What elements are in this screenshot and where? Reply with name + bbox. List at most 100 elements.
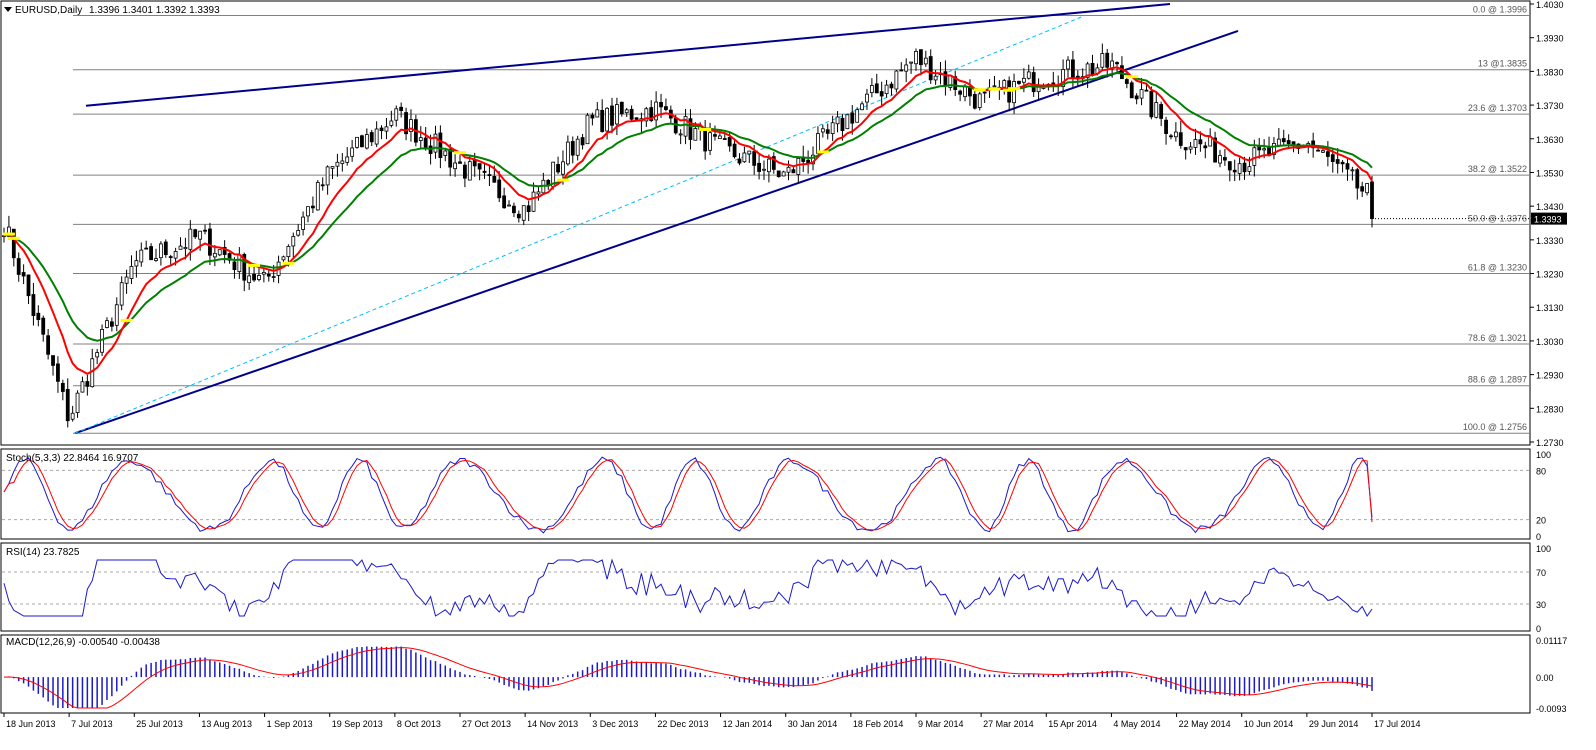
price-tick-label: 1.3130 <box>1536 303 1564 313</box>
candle-body <box>1262 148 1267 151</box>
candle-body <box>448 148 453 168</box>
candle-body <box>855 109 860 123</box>
candle-body <box>85 381 90 387</box>
candle-body <box>1183 147 1188 151</box>
candle-body <box>713 134 717 137</box>
candle-body <box>1286 140 1291 145</box>
candle-body <box>1031 72 1036 93</box>
candlesticks <box>2 43 1374 428</box>
moving-averages <box>2 66 1373 376</box>
candle-body <box>374 128 379 145</box>
axis-tick-label: 20 <box>1536 516 1546 526</box>
candle-body <box>1276 138 1281 146</box>
candle-body <box>958 90 963 95</box>
candle-body <box>266 273 271 277</box>
time-tick-label: 22 Dec 2013 <box>657 719 708 729</box>
candle-body <box>492 176 497 183</box>
candle-body <box>325 166 330 186</box>
candle-body <box>1129 82 1134 99</box>
time-tick-label: 18 Feb 2014 <box>853 719 904 729</box>
lower-trendline <box>74 30 1239 435</box>
time-tick-label: 18 Jun 2013 <box>6 719 56 729</box>
candle-body <box>159 243 163 259</box>
candle-body <box>1218 155 1222 164</box>
candle-body <box>330 166 335 169</box>
candle-body <box>443 150 448 156</box>
candle-body <box>70 412 75 420</box>
candle-body <box>615 104 619 125</box>
candle-body <box>619 101 624 115</box>
candle-body <box>992 85 997 88</box>
candle-body <box>904 64 909 72</box>
candle-body <box>1223 157 1227 161</box>
candle-body <box>816 133 820 154</box>
candle-body <box>1071 59 1075 79</box>
candle-body <box>1360 186 1365 192</box>
candle-body <box>1090 63 1095 75</box>
candle-body <box>433 133 438 153</box>
candle-body <box>1355 169 1360 189</box>
candle-body <box>119 282 124 306</box>
macd-panel-frame <box>0 634 1531 714</box>
candle-body <box>879 91 884 97</box>
candle-body <box>198 230 203 240</box>
candle-body <box>580 137 585 146</box>
price-tick-label: 1.3730 <box>1536 101 1564 111</box>
candle-body <box>585 114 590 145</box>
candle-body <box>453 162 457 170</box>
candle-body <box>742 152 747 163</box>
candle-body <box>1154 102 1159 118</box>
candle-body <box>1213 137 1217 163</box>
candle-body <box>212 252 217 258</box>
candle-body <box>654 101 659 121</box>
candle-body <box>291 236 296 247</box>
rsi-line <box>3 558 1373 617</box>
candle-body <box>757 162 761 172</box>
rsi-title: RSI(14) 23.7825 <box>6 547 80 558</box>
candle-body <box>11 228 16 259</box>
candle-body <box>458 161 462 164</box>
candle-body <box>7 226 11 237</box>
candle-body <box>889 83 894 89</box>
candle-body <box>1272 142 1276 155</box>
candle-body <box>977 93 982 108</box>
candle-body <box>139 249 144 263</box>
candle-body <box>796 158 801 175</box>
candle-body <box>168 256 173 258</box>
candle-body <box>301 216 305 230</box>
candle-body <box>874 83 879 94</box>
time-tick-label: 12 Jan 2014 <box>723 719 773 729</box>
candle-body <box>105 320 109 328</box>
candle-body <box>208 228 212 256</box>
candle-body <box>80 381 85 393</box>
candle-body <box>683 116 688 137</box>
candle-body <box>1198 139 1203 145</box>
candle-body <box>688 118 693 140</box>
candle-body <box>963 86 967 98</box>
candle-body <box>438 132 443 158</box>
candle-body <box>193 229 198 238</box>
stochastic-panel: 100 80 20 0 <box>2 450 1551 542</box>
candle-body <box>154 258 158 261</box>
candle-body <box>502 195 507 209</box>
ohlc-label: 1.3396 1.3401 1.3392 1.3393 <box>89 5 220 16</box>
candle-body <box>350 147 355 157</box>
axis-tick-label: 70 <box>1536 568 1546 578</box>
candle-body <box>41 317 46 335</box>
candle-body <box>850 112 855 124</box>
candle-body <box>217 249 222 256</box>
candle-body <box>791 169 796 174</box>
candle-body <box>1085 63 1090 78</box>
candle-body <box>909 61 913 64</box>
candle-body <box>163 241 168 256</box>
price-tick-label: 1.3030 <box>1536 337 1564 347</box>
rsi-panel: 100 70 30 0 <box>2 544 1551 634</box>
candle-body <box>1335 159 1340 164</box>
candle-body <box>845 114 850 130</box>
candle-body <box>487 174 492 177</box>
price-tick-label: 1.4030 <box>1536 0 1564 10</box>
candle-body <box>752 151 757 166</box>
candle-body <box>536 191 541 195</box>
price-tick-label: 1.3830 <box>1536 67 1564 77</box>
